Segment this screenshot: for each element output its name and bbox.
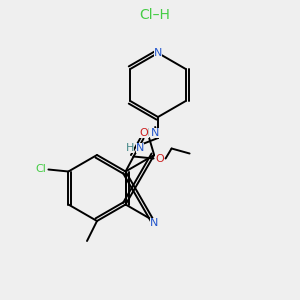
Text: N: N [136,143,144,153]
Text: H: H [141,128,149,138]
Text: N: N [150,218,158,228]
Text: H: H [126,143,134,153]
Text: N: N [154,48,162,58]
Text: Cl: Cl [35,164,46,175]
Text: N: N [151,128,159,138]
Text: O: O [155,154,164,164]
Text: O: O [139,128,148,137]
Text: Cl–H: Cl–H [140,8,170,22]
